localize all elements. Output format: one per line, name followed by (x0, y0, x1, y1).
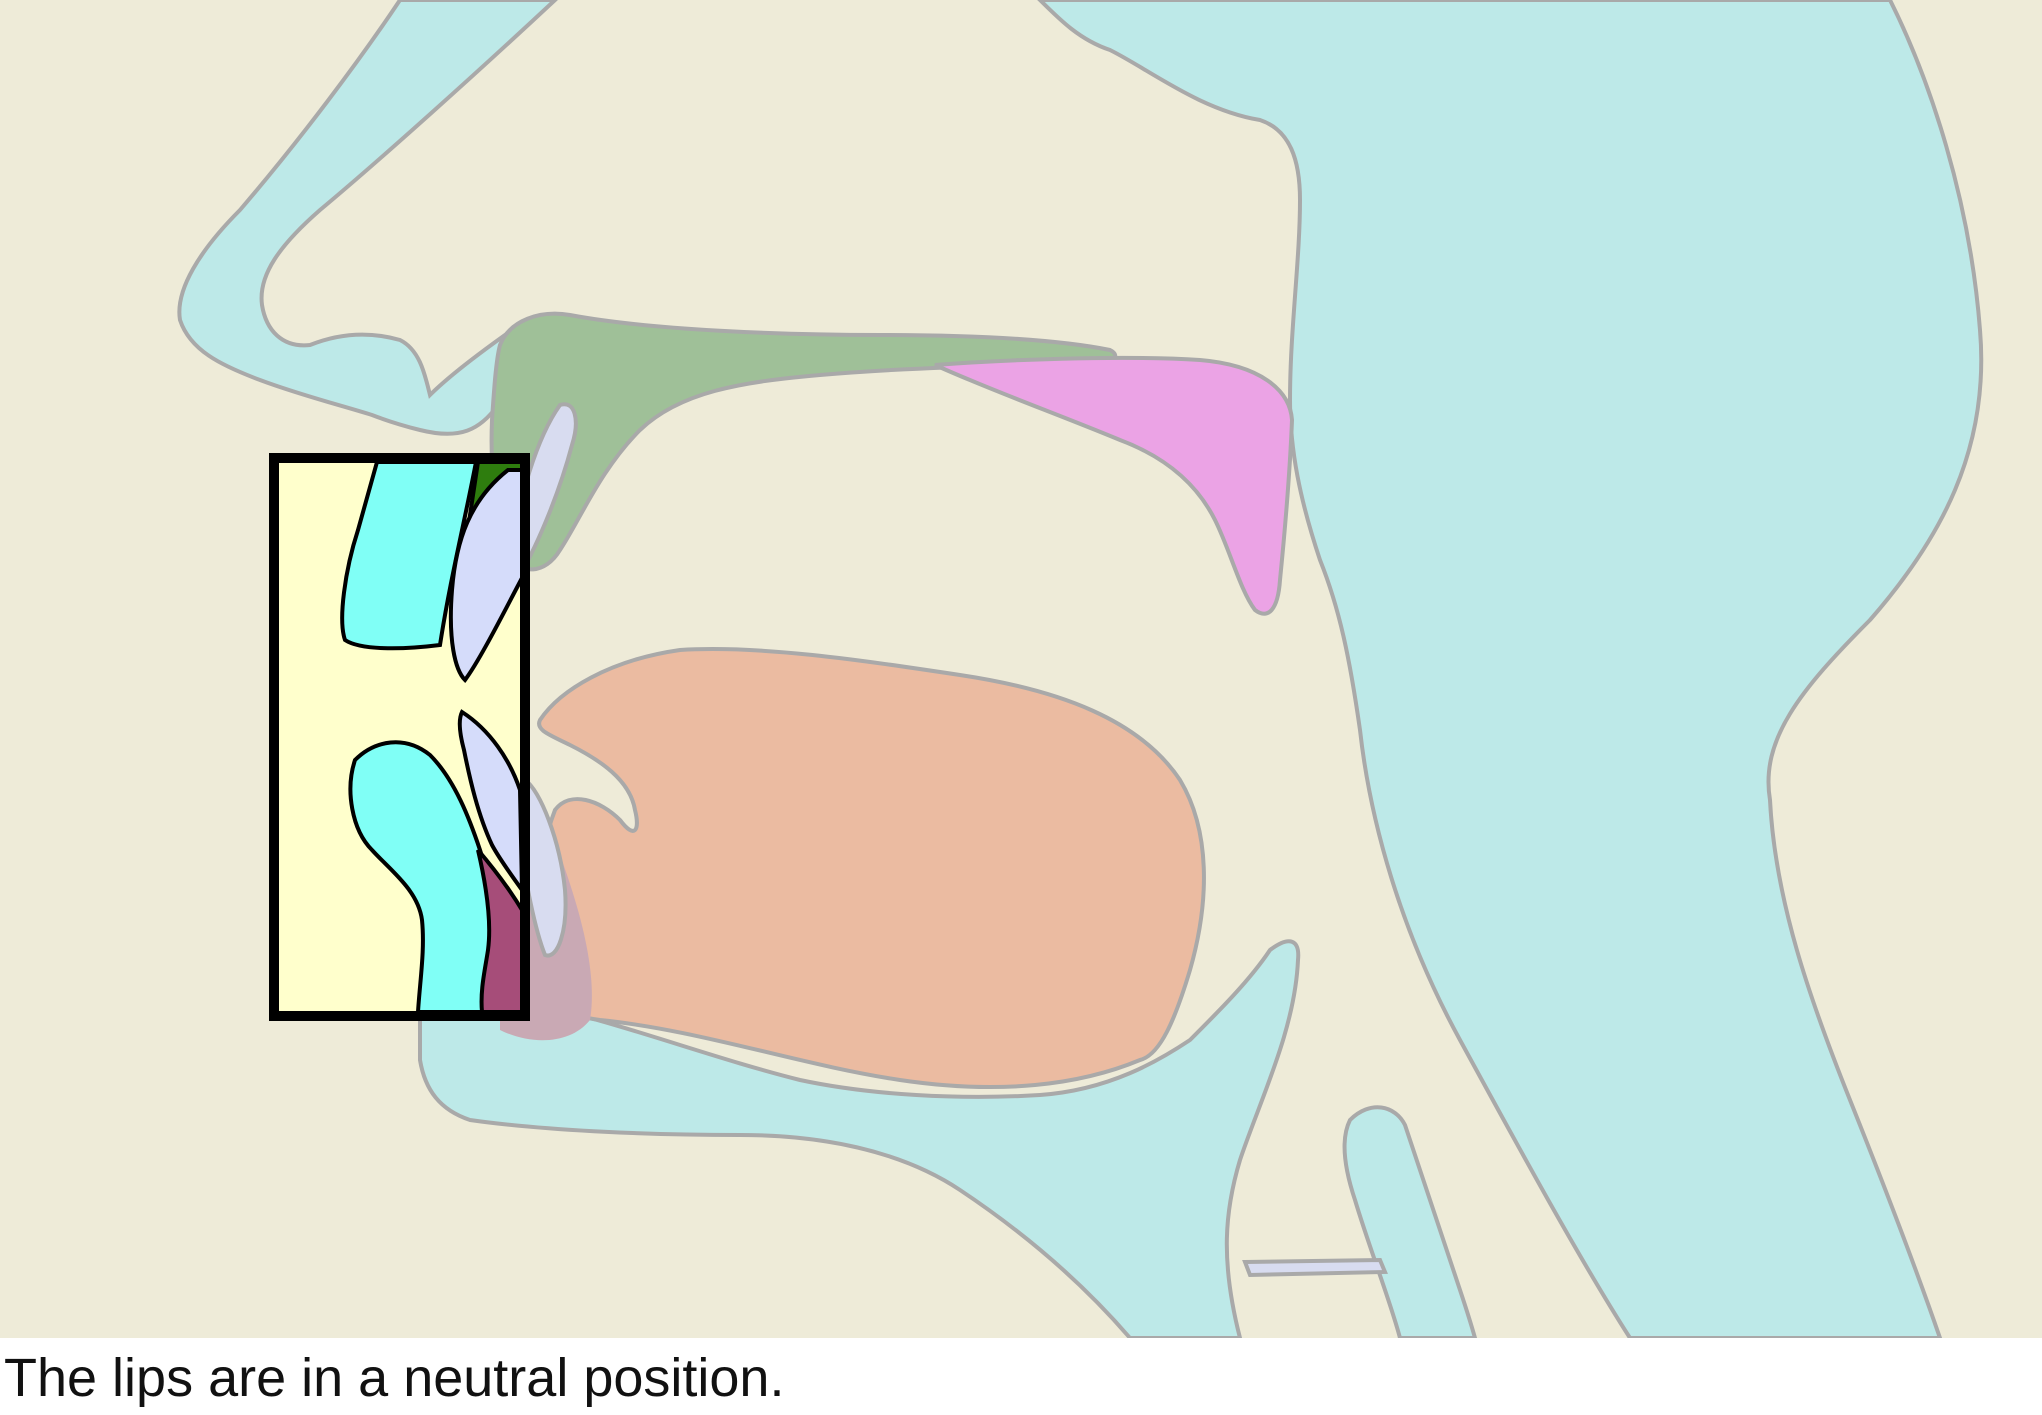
lower-jaw (418, 939, 1301, 1338)
inset-lower-tooth (457, 709, 525, 897)
vocal-tract-diagram (0, 0, 2042, 1338)
soft-palate (934, 355, 1295, 616)
inset-frame (269, 453, 530, 1021)
epiglottis (1342, 1105, 1478, 1338)
inset-upper-tooth (448, 468, 524, 684)
lips-inset (269, 453, 530, 1021)
pharynx (1037, 0, 1984, 1338)
diagram-caption: The lips are in a neutral position. (4, 1348, 785, 1408)
tongue (531, 647, 1206, 1090)
hyoid-bone (1242, 1257, 1388, 1278)
inset-tongue-tip (476, 848, 524, 1014)
